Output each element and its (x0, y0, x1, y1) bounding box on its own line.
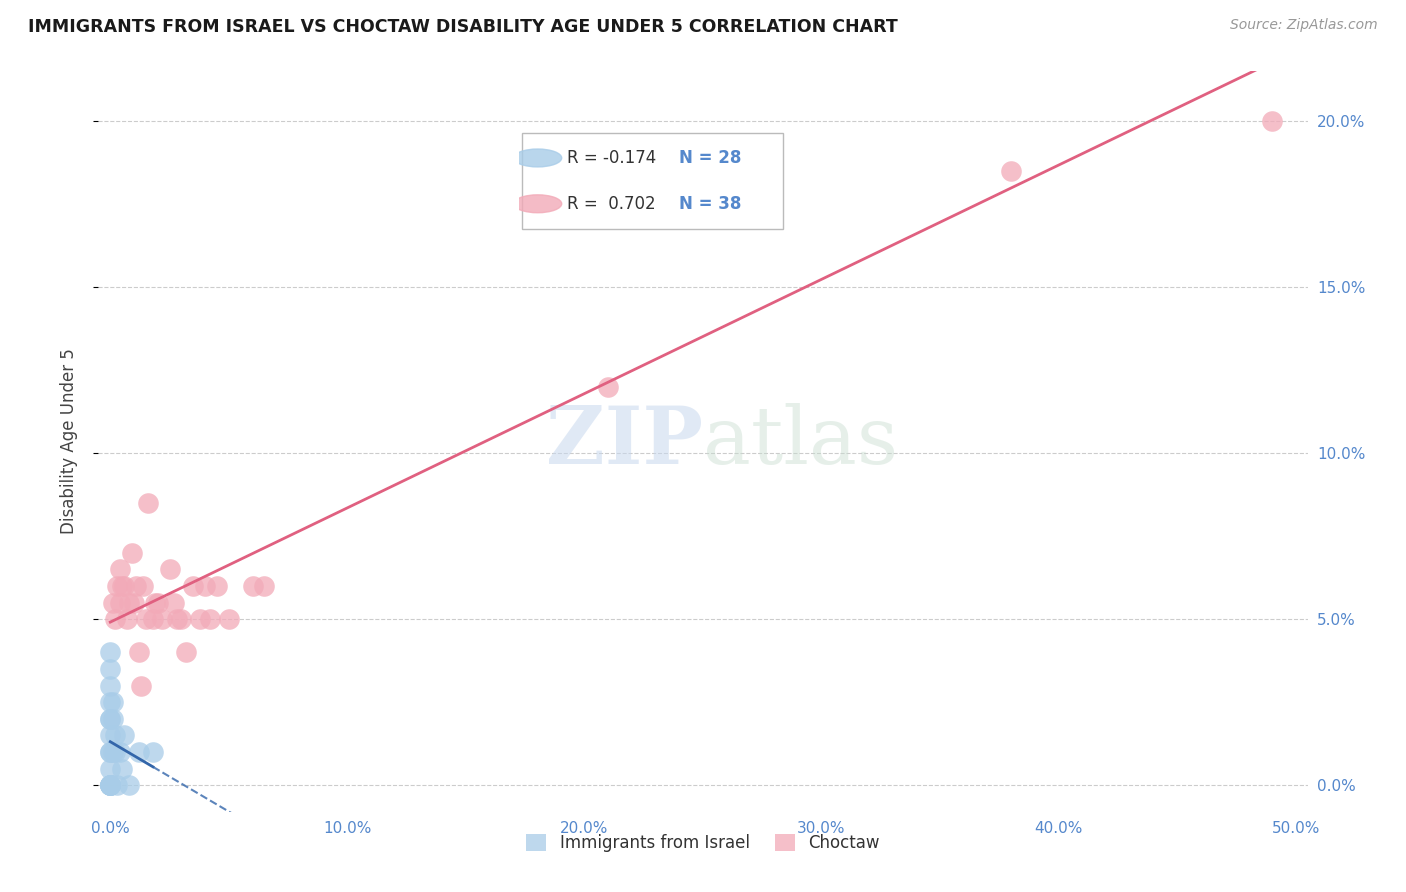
Point (104, 745, 127, 759)
Point (194, 579, 217, 593)
Text: N = 28: N = 28 (679, 149, 741, 167)
Point (108, 562, 131, 576)
Text: R = -0.174: R = -0.174 (567, 149, 657, 167)
Text: atlas: atlas (703, 402, 898, 481)
Point (142, 745, 165, 759)
Point (98, 778, 121, 792)
Point (98, 679, 121, 693)
Point (174, 645, 197, 659)
Point (105, 778, 128, 792)
Point (574, 197, 596, 211)
Point (190, 612, 212, 626)
Point (98, 778, 121, 792)
Point (598, 380, 620, 394)
Point (98, 745, 121, 759)
Text: ZIP: ZIP (546, 402, 703, 481)
Point (98, 695, 121, 709)
Point (98, 778, 121, 792)
Point (108, 596, 131, 610)
Point (129, 679, 152, 693)
Point (135, 612, 157, 626)
Text: R =  0.702: R = 0.702 (567, 194, 655, 213)
Point (205, 579, 228, 593)
Point (104, 728, 127, 742)
Point (98, 712, 121, 726)
Legend: Immigrants from Israel, Choctaw: Immigrants from Israel, Choctaw (520, 828, 886, 859)
Point (98, 778, 121, 792)
Point (128, 745, 150, 759)
Point (98, 778, 121, 792)
Point (98, 662, 121, 676)
Point (125, 579, 148, 593)
Point (101, 712, 124, 726)
Text: Source: ZipAtlas.com: Source: ZipAtlas.com (1230, 18, 1378, 32)
Point (98, 745, 121, 759)
Point (152, 612, 174, 626)
Circle shape (513, 194, 562, 213)
Point (111, 762, 134, 776)
Point (128, 645, 150, 659)
Y-axis label: Disability Age Under 5: Disability Age Under 5 (59, 349, 77, 534)
Point (163, 596, 186, 610)
Point (98, 778, 121, 792)
Point (198, 612, 221, 626)
Point (118, 778, 141, 792)
Point (121, 546, 143, 560)
Point (242, 579, 264, 593)
Point (98, 645, 121, 659)
Point (136, 496, 159, 510)
Point (122, 596, 145, 610)
Point (170, 612, 193, 626)
Point (166, 612, 188, 626)
Point (132, 579, 155, 593)
Point (108, 745, 131, 759)
Point (146, 596, 169, 610)
Point (1261, 114, 1284, 128)
Point (142, 612, 165, 626)
Text: IMMIGRANTS FROM ISRAEL VS CHOCTAW DISABILITY AGE UNDER 5 CORRELATION CHART: IMMIGRANTS FROM ISRAEL VS CHOCTAW DISABI… (28, 18, 898, 36)
Point (181, 579, 204, 593)
Point (115, 612, 138, 626)
Point (114, 728, 136, 742)
Point (1000, 164, 1022, 178)
FancyBboxPatch shape (522, 133, 783, 228)
Point (143, 596, 166, 610)
Point (253, 579, 276, 593)
Point (101, 745, 124, 759)
Point (101, 695, 124, 709)
Point (98, 762, 121, 776)
Point (118, 596, 141, 610)
Point (98, 712, 121, 726)
Point (104, 612, 127, 626)
Point (101, 596, 124, 610)
Text: N = 38: N = 38 (679, 194, 741, 213)
Point (105, 579, 128, 593)
Point (114, 579, 136, 593)
Point (159, 562, 181, 576)
Point (111, 579, 134, 593)
Point (218, 612, 240, 626)
Circle shape (513, 149, 562, 167)
Point (98, 728, 121, 742)
